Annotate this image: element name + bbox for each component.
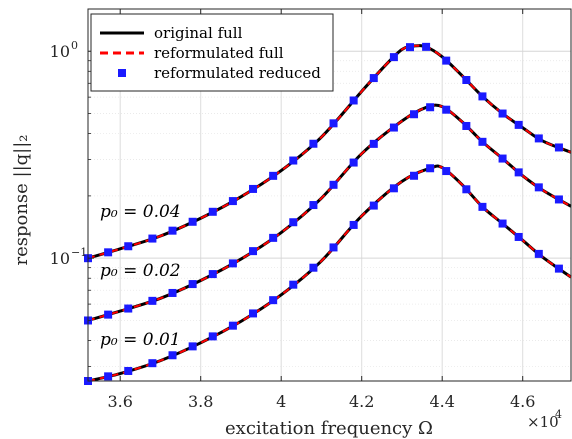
series-p02-marker — [478, 137, 487, 146]
legend-label-original-full: original full — [154, 24, 243, 42]
x-tick-label: 4.4 — [429, 392, 454, 411]
series-p02-marker — [168, 288, 177, 297]
series-p01-marker — [329, 243, 338, 252]
legend: original full reformulated full reformul… — [90, 13, 334, 92]
series-p01-marker — [462, 185, 471, 194]
annotation-p0-0-02: p₀ = 0.02 — [100, 261, 181, 281]
x-tick-label: 3.6 — [107, 392, 132, 411]
series-p02-marker — [514, 168, 523, 177]
series-p04-marker — [329, 119, 338, 128]
series-p01-marker — [228, 321, 237, 330]
series-p02-marker — [426, 103, 435, 112]
series-p01-marker — [124, 366, 133, 375]
series-p04-marker — [442, 56, 451, 65]
series-p01-marker — [514, 232, 523, 241]
series-p02-marker — [462, 121, 471, 130]
x-tick-label: 3.8 — [188, 392, 213, 411]
series-p01-marker — [442, 167, 451, 176]
series-p01-marker — [410, 171, 419, 180]
series-p02-marker — [228, 259, 237, 268]
series-p04-marker — [168, 226, 177, 235]
series-p01-marker — [554, 264, 563, 273]
series-p01-marker — [249, 309, 258, 318]
series-p01-marker — [534, 249, 543, 258]
series-p02-marker — [369, 139, 378, 148]
x-tick-label: 4.6 — [510, 392, 535, 411]
x-exponent-label: ×10 — [527, 413, 559, 431]
series-p01-marker — [269, 296, 278, 305]
series-p04-marker — [422, 42, 431, 51]
series-p01-marker — [104, 372, 113, 381]
series-p02-marker — [442, 105, 451, 114]
series-p02-marker — [349, 158, 358, 167]
series-p04-marker — [389, 53, 398, 62]
legend-swatch-reformulated-reduced — [118, 69, 126, 77]
series-p04-marker — [289, 156, 298, 165]
annotation-p0-0-01: p₀ = 0.01 — [100, 330, 181, 350]
series-p04-marker — [369, 74, 378, 83]
series-p02-marker — [249, 247, 258, 256]
y-tick-label: 10 — [50, 249, 70, 268]
legend-label-reformulated-full: reformulated full — [154, 44, 284, 62]
series-p01-marker — [426, 164, 435, 173]
series-p04-marker — [498, 109, 507, 118]
series-p04-marker — [228, 197, 237, 206]
series-p02-marker — [208, 270, 217, 279]
series-p02-marker — [554, 195, 563, 204]
series-p04-marker — [554, 143, 563, 152]
series-p02-marker — [148, 296, 157, 305]
y-tick-label: 10 — [50, 42, 70, 61]
series-p02-marker — [289, 218, 298, 227]
series-p04-reformulated-full — [87, 44, 572, 260]
series-p04-marker — [124, 242, 133, 251]
series-p04-marker — [188, 217, 197, 226]
series-p02-marker — [269, 233, 278, 242]
series-p01-marker — [309, 263, 318, 272]
series-p04-marker — [406, 43, 414, 52]
series-p04-marker — [249, 184, 258, 193]
y-axis-label: response ||q||₂ — [11, 134, 32, 265]
series-p02-marker — [309, 201, 318, 210]
series-p01-marker — [349, 220, 358, 229]
series-p04-marker — [148, 234, 157, 243]
series-p01-marker — [369, 201, 378, 210]
series-p04-marker — [269, 171, 278, 180]
series-p02-reformulated-full — [87, 104, 572, 322]
series-p01-marker — [168, 351, 177, 360]
series-p04-marker — [104, 248, 113, 257]
series-p02-marker — [410, 110, 419, 119]
series-p01-marker — [289, 280, 298, 289]
y-tick-exponent: −1 — [71, 246, 87, 259]
series-p04-marker — [478, 92, 487, 101]
axes-box — [87, 8, 572, 382]
series-p04-marker — [349, 96, 358, 105]
series-p02-marker — [498, 154, 507, 163]
series-p01-marker — [208, 332, 217, 341]
series-p02-marker — [104, 310, 113, 319]
series-p01-marker — [389, 184, 398, 193]
series-p02-marker — [534, 183, 543, 192]
series-p04-marker — [534, 134, 543, 143]
x-tick-label: 4.2 — [349, 392, 374, 411]
series-p04-marker — [208, 207, 217, 216]
x-tick-label: 4 — [276, 392, 286, 411]
x-exponent-power: 4 — [555, 408, 562, 421]
series-p04-marker — [462, 76, 471, 85]
series-p04-marker — [514, 120, 523, 129]
legend-label-reformulated-reduced: reformulated reduced — [154, 64, 321, 82]
series-p02-marker — [188, 280, 197, 289]
series-p01-marker — [498, 219, 507, 228]
annotation-p0-0-04: p₀ = 0.04 — [100, 202, 181, 222]
x-axis-label: excitation frequency Ω — [225, 418, 433, 439]
series-p01-marker — [478, 202, 487, 211]
y-tick-exponent: 0 — [71, 39, 78, 52]
series-p01-marker — [148, 359, 157, 368]
series-p01-marker — [188, 342, 197, 351]
series-p02-marker — [124, 304, 133, 313]
series-p02-marker — [329, 180, 338, 189]
series-p02-marker — [389, 123, 398, 132]
series-p04-marker — [309, 139, 318, 148]
